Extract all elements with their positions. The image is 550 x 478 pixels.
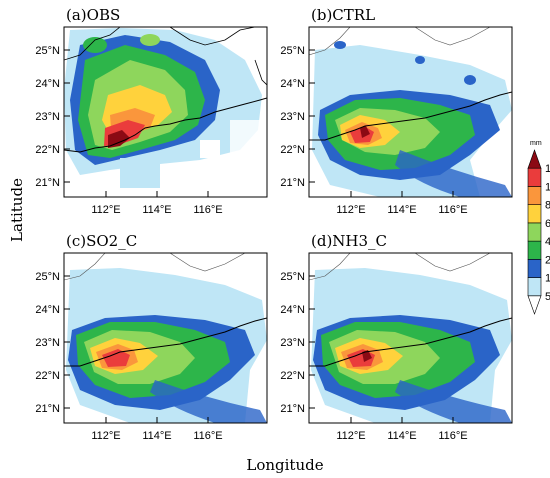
frame-so2c — [63, 252, 268, 424]
ytick-so2c-22: 22°N — [35, 370, 60, 382]
ytick-nh3c-25: 25°N — [280, 271, 305, 283]
panel-title-ctrl: (b)CTRL — [311, 6, 375, 24]
xtick-ctrl-114: 114°E — [387, 204, 416, 216]
panel-so2c: (c)SO2_C 112°E 114°E 116°E 21°N 22°N 23°… — [35, 232, 268, 442]
x-axis-label: Longitude — [246, 456, 323, 474]
panel-title-obs: (a)OBS — [66, 6, 120, 24]
ytick-so2c-25: 25°N — [35, 271, 60, 283]
colorbar-level-label: 60 — [545, 218, 550, 230]
xtick-nh3c-114: 114°E — [387, 430, 416, 442]
panel-ctrl: (b)CTRL 112°E 114°E 116°E 21°N 22°N 23°N… — [280, 6, 513, 216]
ytick-so2c-24: 24°N — [35, 304, 60, 316]
ticks-so2c — [64, 275, 209, 423]
xtick-so2c-114: 114°E — [142, 430, 171, 442]
ytick-obs-23: 23°N — [35, 111, 60, 123]
ytick-ctrl-23: 23°N — [280, 111, 305, 123]
ytick-so2c-23: 23°N — [35, 337, 60, 349]
ytick-obs-24: 24°N — [35, 78, 60, 90]
xtick-obs-114: 114°E — [142, 204, 171, 216]
precip-field-ctrl — [309, 27, 512, 197]
colorbar-segment — [527, 240, 542, 260]
precip-field-so2c — [64, 253, 267, 423]
colorbar-level-label: 150 — [545, 163, 550, 175]
ytick-obs-21: 21°N — [35, 177, 60, 189]
colorbar-segment — [527, 167, 542, 187]
ytick-nh3c-22: 22°N — [280, 370, 305, 382]
frame-obs — [63, 26, 268, 198]
ytick-ctrl-24: 24°N — [280, 78, 305, 90]
colorbar-segment — [527, 259, 542, 278]
ticks-nh3c — [309, 275, 454, 423]
colorbar-level-label: 5 — [545, 291, 550, 303]
panel-title-nh3c: (d)NH3_C — [311, 232, 387, 250]
ticks-obs — [64, 49, 209, 197]
colorbar-level-label: 40 — [545, 236, 550, 248]
colorbar-level-label: 10 — [545, 273, 550, 285]
xtick-so2c-112: 112°E — [91, 430, 120, 442]
ytick-nh3c-23: 23°N — [280, 337, 305, 349]
colorbar-level-label: 80 — [545, 200, 550, 212]
ytick-obs-22: 22°N — [35, 144, 60, 156]
ytick-so2c-21: 21°N — [35, 403, 60, 415]
ytick-ctrl-22: 22°N — [280, 144, 305, 156]
xtick-ctrl-112: 112°E — [336, 204, 365, 216]
colorbar: mm 5 10 20 40 60 80 100 150 — [527, 140, 550, 315]
ticks-ctrl — [309, 49, 454, 197]
colorbar-level-label: 20 — [545, 254, 550, 266]
ytick-ctrl-21: 21°N — [280, 177, 305, 189]
ytick-obs-25: 25°N — [35, 45, 60, 57]
ytick-ctrl-25: 25°N — [280, 45, 305, 57]
colorbar-segment — [527, 186, 542, 205]
precip-field-obs — [64, 27, 267, 197]
xtick-obs-116: 116°E — [193, 204, 222, 216]
colorbar-unit: mm — [530, 140, 542, 147]
xtick-obs-112: 112°E — [91, 204, 120, 216]
colorbar-segment — [527, 277, 542, 297]
xtick-ctrl-116: 116°E — [438, 204, 467, 216]
xtick-nh3c-116: 116°E — [438, 430, 467, 442]
panel-obs: (a)OBS 112°E 114°E 116°E 21°N 22°N 23°N … — [35, 6, 268, 216]
xtick-nh3c-112: 112°E — [336, 430, 365, 442]
y-axis-label: Latitude — [8, 178, 26, 242]
colorbar-level-label: 100 — [545, 181, 550, 193]
ytick-nh3c-21: 21°N — [280, 403, 305, 415]
colorbar-segment — [527, 222, 542, 242]
panel-nh3c: (d)NH3_C 112°E 114°E 116°E 21°N 22°N 23°… — [280, 232, 513, 442]
colorbar-segment — [527, 149, 542, 169]
frame-ctrl — [308, 26, 513, 198]
xtick-so2c-116: 116°E — [193, 430, 222, 442]
colorbar-segment — [527, 204, 542, 224]
panel-title-so2c: (c)SO2_C — [66, 232, 137, 250]
frame-nh3c — [308, 252, 513, 424]
ytick-nh3c-24: 24°N — [280, 304, 305, 316]
precip-field-nh3c — [309, 253, 512, 423]
colorbar-segment — [527, 295, 542, 315]
